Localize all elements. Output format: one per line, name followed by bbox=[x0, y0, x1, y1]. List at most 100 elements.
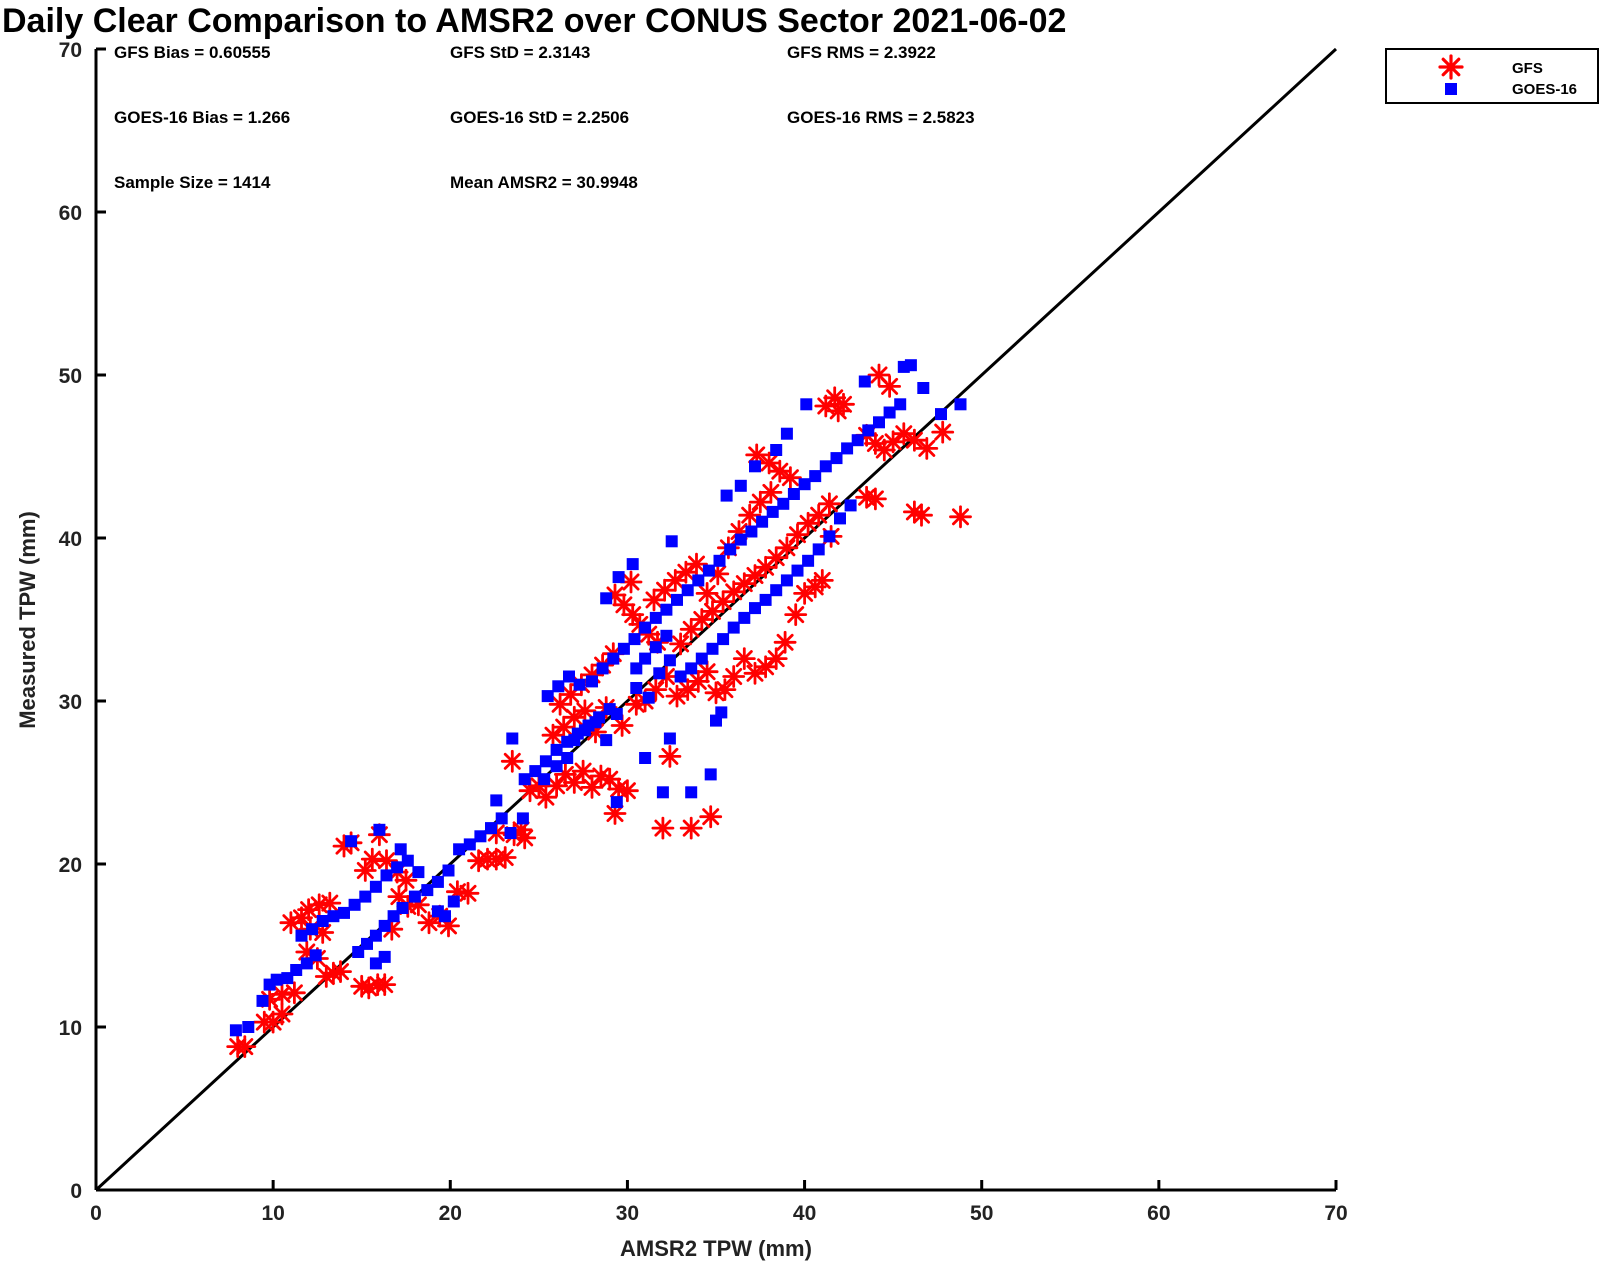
goes16-point bbox=[538, 773, 551, 786]
goes16-point bbox=[713, 554, 726, 567]
gfs-point bbox=[307, 893, 331, 917]
goes16-point bbox=[391, 861, 404, 874]
goes16-point bbox=[883, 406, 896, 419]
goes16-point bbox=[617, 642, 630, 655]
x-tick-label: 60 bbox=[1147, 1202, 1170, 1225]
y-tick-label: 40 bbox=[59, 528, 82, 551]
gfs-point bbox=[679, 617, 703, 641]
goes16-point bbox=[626, 558, 639, 571]
goes16-point bbox=[401, 854, 414, 867]
goes16-point bbox=[628, 633, 641, 646]
goes16-point bbox=[338, 906, 350, 919]
gfs-point bbox=[915, 436, 939, 460]
gfs-point bbox=[571, 759, 595, 783]
goes16-point bbox=[490, 794, 503, 807]
gfs-point bbox=[669, 632, 692, 656]
goes16-point bbox=[894, 398, 907, 411]
gfs-point bbox=[318, 891, 342, 915]
gfs-point bbox=[562, 771, 586, 794]
goes16-point bbox=[541, 690, 554, 703]
gfs-point bbox=[616, 779, 639, 803]
goes16-point bbox=[660, 603, 673, 616]
x-axis-label: AMSR2 TPW (mm) bbox=[620, 1236, 812, 1261]
stat-gfs-rms: GFS RMS = 2.3922 bbox=[787, 43, 936, 62]
goes16-point bbox=[759, 593, 772, 606]
goes16-point bbox=[421, 884, 434, 897]
goes16-point bbox=[474, 830, 487, 843]
goes16-point bbox=[639, 752, 652, 764]
goes16-point bbox=[904, 359, 917, 372]
stat-goes-rms: GOES-16 RMS = 2.5823 bbox=[787, 108, 975, 127]
gfs-point bbox=[931, 420, 955, 444]
gfs-point bbox=[545, 774, 568, 798]
gfs-point bbox=[676, 678, 700, 701]
plot-frame bbox=[94, 49, 1336, 1192]
goes16-point bbox=[394, 843, 407, 856]
legend-gfs-marker bbox=[1438, 54, 1464, 80]
goes16-point bbox=[463, 838, 476, 851]
goes16-point bbox=[610, 796, 623, 809]
goes16-point bbox=[596, 662, 609, 675]
x-tick-label: 50 bbox=[970, 1202, 993, 1225]
goes16-point bbox=[453, 843, 466, 856]
gfs-point bbox=[738, 503, 762, 527]
gfs-point bbox=[357, 976, 381, 1000]
goes16-point bbox=[309, 949, 322, 962]
goes16-point bbox=[663, 732, 676, 745]
stat-gfs-std: GFS StD = 2.3143 bbox=[450, 43, 590, 62]
goes16-point bbox=[630, 682, 643, 694]
gfs-point bbox=[651, 816, 675, 840]
goes16-point bbox=[749, 460, 761, 473]
goes16-point bbox=[649, 611, 662, 624]
goes16-point bbox=[639, 621, 652, 634]
gfs-point bbox=[910, 503, 933, 527]
stat-mean-amsr2: Mean AMSR2 = 30.9948 bbox=[450, 173, 638, 192]
goes16-point bbox=[727, 621, 740, 634]
goes16-point bbox=[745, 525, 758, 538]
gfs-point bbox=[779, 466, 802, 490]
gfs-point bbox=[864, 487, 887, 511]
goes16-point bbox=[396, 902, 409, 914]
gfs-point bbox=[417, 911, 441, 935]
goes16-point bbox=[229, 1024, 242, 1037]
gfs-point bbox=[686, 670, 710, 693]
y-tick-label: 0 bbox=[70, 1180, 82, 1203]
goes16-point bbox=[935, 408, 947, 421]
goes16-point bbox=[442, 864, 455, 877]
gfs-point bbox=[949, 505, 972, 529]
goes16-point bbox=[586, 675, 598, 688]
goes16-point bbox=[660, 629, 673, 642]
goes16-point bbox=[495, 812, 508, 825]
goes16-point bbox=[766, 505, 779, 518]
x-tick-label: 20 bbox=[439, 1202, 462, 1225]
goes16-point bbox=[809, 470, 822, 483]
x-tick-label: 10 bbox=[261, 1202, 284, 1225]
gfs-point bbox=[722, 580, 746, 604]
goes16-point bbox=[306, 923, 319, 936]
y-tick-label: 20 bbox=[59, 854, 82, 877]
gfs-point bbox=[695, 582, 719, 605]
goes16-point bbox=[777, 497, 790, 510]
gfs-point bbox=[775, 536, 799, 560]
goes16-point bbox=[862, 424, 875, 437]
gfs-point bbox=[748, 490, 772, 514]
goes16-point bbox=[873, 416, 885, 429]
gfs-point bbox=[878, 374, 901, 398]
gfs-point bbox=[674, 560, 698, 584]
goes16-point bbox=[858, 375, 871, 388]
goes16-point bbox=[630, 662, 643, 675]
goes16-point bbox=[369, 929, 382, 942]
x-tick-label: 0 bbox=[90, 1202, 102, 1225]
goes16-point bbox=[485, 822, 497, 835]
goes16-point bbox=[720, 489, 733, 502]
gfs-point bbox=[353, 859, 377, 882]
y-tick-label: 10 bbox=[59, 1017, 82, 1040]
gfs-point bbox=[493, 846, 517, 869]
goes16-point bbox=[791, 564, 804, 577]
gfs-point bbox=[864, 432, 887, 455]
goes16-point bbox=[539, 755, 552, 768]
legend-label-gfs: GFS bbox=[1512, 60, 1543, 77]
goes16-point bbox=[518, 773, 531, 786]
stat-goes-std: GOES-16 StD = 2.2506 bbox=[450, 108, 629, 127]
